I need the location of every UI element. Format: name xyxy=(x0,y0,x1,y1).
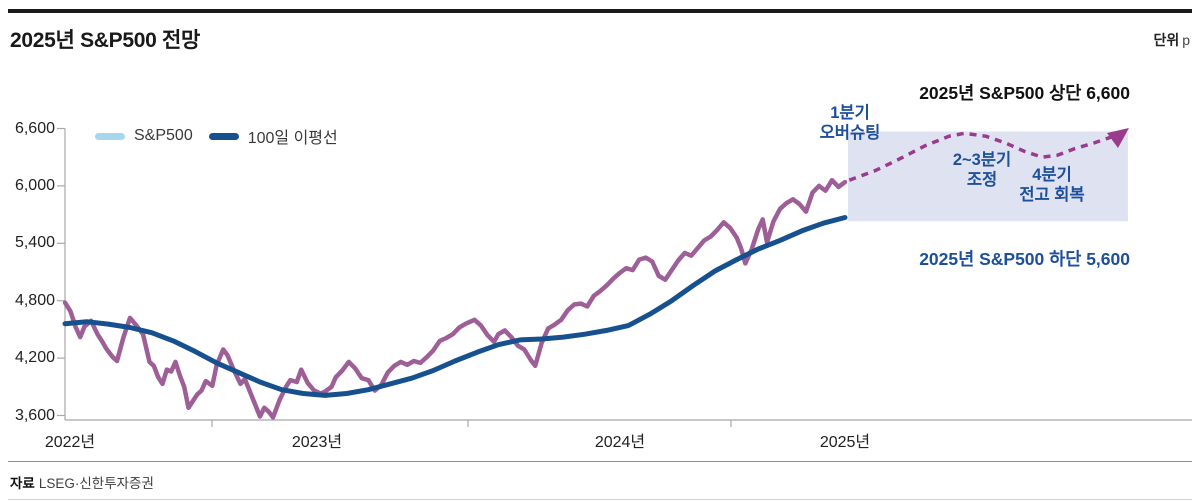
x-tick-label: 2024년 xyxy=(594,434,646,451)
source-divider xyxy=(8,461,1192,462)
legend: S&P500 100일 이평선 xyxy=(95,124,338,148)
legend-item-ma100: 100일 이평선 xyxy=(208,124,338,148)
annotation-q23-line1: 2~3분기 xyxy=(952,151,1012,169)
y-tick-label: 4,800 xyxy=(14,291,55,309)
source-line: 자료 LSEG·신한투자증권 xyxy=(10,472,154,492)
x-tick-label: 2025년 xyxy=(819,434,871,451)
top-rule xyxy=(8,9,1192,13)
unit-label: 단위 xyxy=(1153,32,1180,48)
y-tick-label: 6,600 xyxy=(14,119,55,137)
annotation-q23-correction: 2~3분기 조정 xyxy=(930,150,1034,190)
ma100-line xyxy=(62,215,848,398)
unit-note: 단위 p xyxy=(1153,30,1190,50)
annotation-q1-line2: 오버슈팅 xyxy=(819,124,881,142)
annotation-q23-line2: 조정 xyxy=(966,171,998,189)
y-tick-label: 3,600 xyxy=(14,406,55,424)
annotation-lower-bound: 2025년 S&P500 하단 5,600 xyxy=(919,249,1130,269)
forecast-arrowhead-icon xyxy=(1107,128,1129,148)
y-tick-label: 5,400 xyxy=(14,234,55,252)
annotation-q4-recovery: 4분기 전고 회복 xyxy=(1000,165,1104,205)
x-tick-label: 2023년 xyxy=(291,434,343,451)
x-tick-label: 2022년 xyxy=(44,434,96,451)
y-tick-label: 4,200 xyxy=(14,349,55,367)
legend-label: 100일 이평선 xyxy=(247,130,338,147)
annotation-q4-line2: 전고 회복 xyxy=(1019,186,1085,204)
source-value: LSEG·신한투자증권 xyxy=(38,476,154,491)
annotation-q1-overshoot: 1분기 오버슈팅 xyxy=(798,103,902,143)
source-label: 자료 xyxy=(10,476,35,491)
unit-value: p xyxy=(1182,32,1190,48)
legend-item-sp500: S&P500 xyxy=(95,127,193,145)
legend-swatch xyxy=(95,132,125,140)
legend-label: S&P500 xyxy=(134,127,193,144)
bottom-rule xyxy=(8,499,1192,500)
chart-title: 2025년 S&P500 전망 xyxy=(10,29,201,52)
forecast-dashed-line xyxy=(848,131,1115,182)
annotation-q1-line1: 1분기 xyxy=(830,104,870,122)
legend-swatch xyxy=(208,132,239,140)
y-tick-label: 6,000 xyxy=(14,176,55,194)
sp500-line xyxy=(62,177,848,420)
annotation-q4-line1: 4분기 xyxy=(1032,166,1072,184)
annotation-upper-bound: 2025년 S&P500 상단 6,600 xyxy=(919,83,1130,103)
